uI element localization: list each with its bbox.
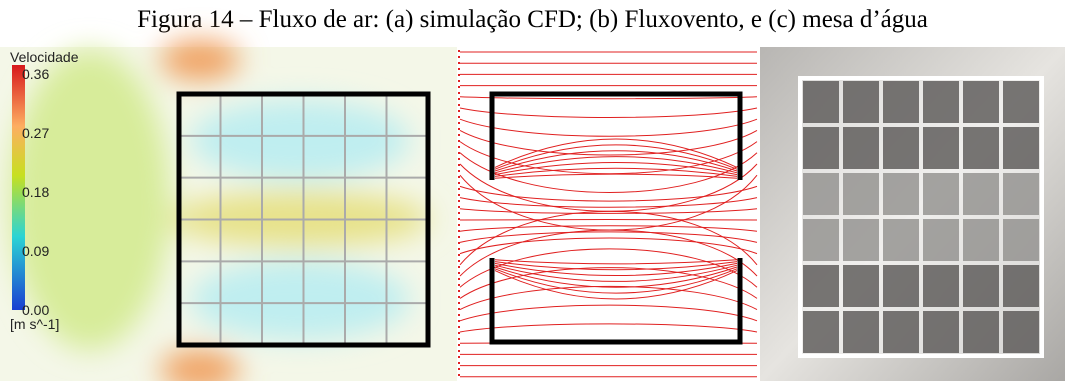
grid-cell (963, 173, 999, 215)
grid-cell (963, 219, 999, 261)
grid-cell (923, 265, 959, 307)
grid-cell (883, 127, 919, 169)
grid-cell (963, 127, 999, 169)
grid-cell (1003, 127, 1039, 169)
grid-cell (963, 311, 999, 353)
colorbar-tick-label: 0.09 (22, 243, 49, 259)
colorbar-tick-label: 0.36 (22, 66, 49, 82)
grid-cell (843, 81, 879, 123)
colorbar-tick-label: 0.18 (22, 184, 49, 200)
grid-cell (1003, 81, 1039, 123)
grid-cell (843, 265, 879, 307)
grid-cell (963, 265, 999, 307)
grid-cell (843, 127, 879, 169)
grid-cell (883, 173, 919, 215)
grid-cell (843, 219, 879, 261)
colorbar-title: Velocidade (10, 49, 79, 65)
grid-cell (923, 173, 959, 215)
grid-cell (923, 311, 959, 353)
grid-cell (883, 311, 919, 353)
grid-cell (923, 219, 959, 261)
grid-cell (883, 81, 919, 123)
grid-cell (1003, 219, 1039, 261)
colorbar-unit: [m s^-1] (10, 316, 59, 332)
grid-cell (1003, 173, 1039, 215)
figure: Velocidade 0.360.270.180.090.00 [m s^-1] (0, 0, 1065, 381)
grid-cell (883, 219, 919, 261)
panel-fluxovento (457, 47, 760, 381)
grid-cell (843, 311, 879, 353)
grid-cell (803, 219, 839, 261)
grid-cell (923, 127, 959, 169)
grid-cell (883, 265, 919, 307)
grid-cell (963, 81, 999, 123)
grid-cell (803, 311, 839, 353)
grid-cell (803, 173, 839, 215)
grid-cell (843, 173, 879, 215)
grid-cell (803, 127, 839, 169)
colorbar-tick-label: 0.27 (22, 125, 49, 141)
grid-cell (803, 265, 839, 307)
grid-cell (1003, 265, 1039, 307)
panel-cfd: Velocidade 0.360.270.180.090.00 [m s^-1] (0, 40, 457, 381)
grid-cell (1003, 311, 1039, 353)
panel-water-table (760, 47, 1065, 381)
grid-cell (923, 81, 959, 123)
grid-cell (803, 81, 839, 123)
page: Figura 14 – Fluxo de ar: (a) simulação C… (0, 0, 1065, 381)
